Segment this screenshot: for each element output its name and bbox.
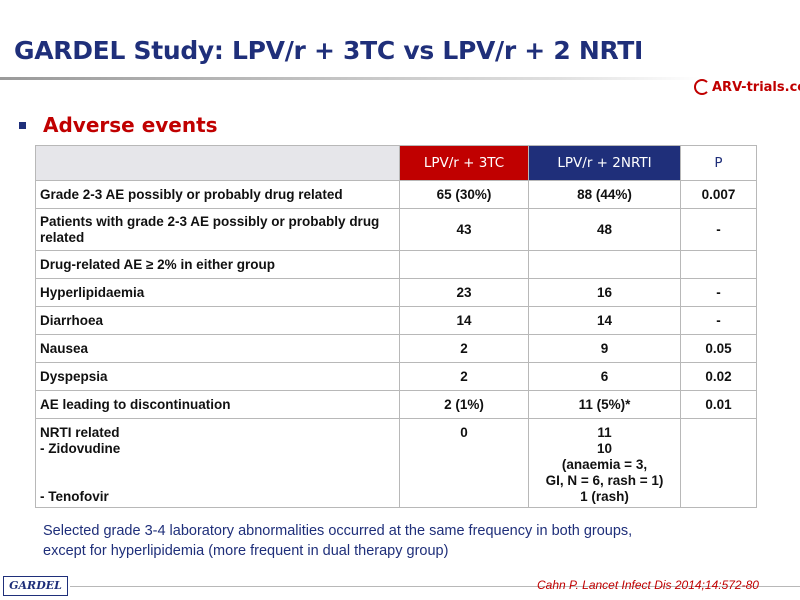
- footnote-line-1: Selected grade 3-4 laboratory abnormalit…: [43, 523, 633, 539]
- cell-2nrti: [528, 250, 681, 279]
- cell-2nrti: 16: [528, 278, 681, 307]
- footer-divider: [70, 586, 800, 587]
- cell-3tc: 43: [399, 208, 529, 251]
- cell-p: 0.01: [680, 390, 757, 419]
- table-row: Grade 2-3 AE possibly or probably drug r…: [35, 180, 757, 209]
- row-label: AE leading to discontinuation: [35, 390, 400, 419]
- adverse-events-table: LPV/r + 3TC LPV/r + 2NRTI P Grade 2-3 AE…: [35, 145, 757, 508]
- table-row-nrti: NRTI related - Zidovudine - Tenofovir 0 …: [35, 418, 757, 508]
- cell-2nrti: 6: [528, 362, 681, 391]
- gardel-badge: GARDEL: [3, 576, 68, 596]
- cell-3tc: 65 (30%): [399, 180, 529, 209]
- citation-text: Cahn P. Lancet Infect Dis 2014;14:572-80: [537, 578, 759, 592]
- row-label: Grade 2-3 AE possibly or probably drug r…: [35, 180, 400, 209]
- cell-p: 0.007: [680, 180, 757, 209]
- header-lpvr-3tc: LPV/r + 3TC: [399, 145, 529, 181]
- footnote-text: Selected grade 3-4 laboratory abnormalit…: [43, 521, 632, 561]
- cell-p: -: [680, 208, 757, 251]
- table-header-row: LPV/r + 3TC LPV/r + 2NRTI P: [35, 145, 757, 181]
- cell-p: -: [680, 306, 757, 335]
- zidovudine-detail: (anaemia = 3,: [561, 457, 648, 472]
- square-bullet-icon: [19, 122, 26, 129]
- cell-3tc: 23: [399, 278, 529, 307]
- cell-p: [680, 250, 757, 279]
- arv-trials-logo: ARV-trials.com: [694, 79, 800, 95]
- cell-3tc: [399, 250, 529, 279]
- table-row: Drug-related AE ≥ 2% in either group: [35, 250, 757, 279]
- row-label-nrti: NRTI related - Zidovudine - Tenofovir: [35, 418, 400, 508]
- cell-3tc: 2 (1%): [399, 390, 529, 419]
- header-blank-cell: [35, 145, 400, 181]
- cell-3tc: 2: [399, 334, 529, 363]
- section-heading: Adverse events: [43, 113, 218, 137]
- label-spacer: [40, 457, 395, 489]
- cell-2nrti: 14: [528, 306, 681, 335]
- cell-2nrti: 48: [528, 208, 681, 251]
- tenofovir-label: - Tenofovir: [40, 489, 109, 504]
- cell-3tc: 14: [399, 306, 529, 335]
- zidovudine-value: 10: [596, 441, 613, 456]
- row-label: Dyspepsia: [35, 362, 400, 391]
- cell-2nrti: 11 10 (anaemia = 3, GI, N = 6, rash = 1)…: [528, 418, 681, 508]
- title-divider: [0, 77, 700, 80]
- nrti-total-value: 11: [597, 425, 612, 440]
- slide-title: GARDEL Study: LPV/r + 3TC vs LPV/r + 2 N…: [14, 36, 644, 65]
- header-p-value: P: [680, 145, 757, 181]
- cell-3tc: 2: [399, 362, 529, 391]
- cell-3tc: 0: [399, 418, 529, 508]
- table-row: Hyperlipidaemia 23 16 -: [35, 278, 757, 307]
- cell-p: [680, 418, 757, 508]
- cell-p: 0.05: [680, 334, 757, 363]
- cell-p: -: [680, 278, 757, 307]
- cell-2nrti: 88 (44%): [528, 180, 681, 209]
- row-label: Drug-related AE ≥ 2% in either group: [35, 250, 400, 279]
- table-row: Dyspepsia 2 6 0.02: [35, 362, 757, 391]
- row-label: Patients with grade 2-3 AE possibly or p…: [35, 208, 400, 251]
- row-label: Nausea: [35, 334, 400, 363]
- table-row: Nausea 2 9 0.05: [35, 334, 757, 363]
- table-row: Patients with grade 2-3 AE possibly or p…: [35, 208, 757, 251]
- zidovudine-detail-2: GI, N = 6, rash = 1): [545, 473, 664, 488]
- logo-swirl-icon: [694, 79, 710, 95]
- table-row: Diarrhoea 14 14 -: [35, 306, 757, 335]
- nrti-related-label: NRTI related: [40, 425, 120, 440]
- footnote-line-2: except for hyperlipidemia (more frequent…: [43, 543, 449, 559]
- header-lpvr-2nrti: LPV/r + 2NRTI: [528, 145, 681, 181]
- cell-p: 0.02: [680, 362, 757, 391]
- tenofovir-value: 1 (rash): [580, 489, 629, 504]
- logo-text: ARV-trials.com: [712, 79, 800, 95]
- row-label: Hyperlipidaemia: [35, 278, 400, 307]
- zidovudine-label: - Zidovudine: [40, 441, 121, 456]
- table-row: AE leading to discontinuation 2 (1%) 11 …: [35, 390, 757, 419]
- row-label: Diarrhoea: [35, 306, 400, 335]
- cell-2nrti: 11 (5%)*: [528, 390, 681, 419]
- cell-2nrti: 9: [528, 334, 681, 363]
